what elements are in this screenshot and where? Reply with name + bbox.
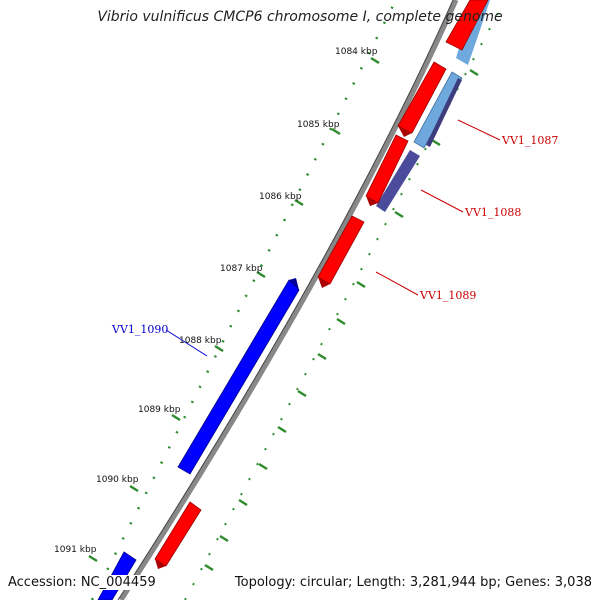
kbp-label: 1086 kbp bbox=[259, 192, 302, 202]
genome-backbone bbox=[118, 0, 459, 600]
leader-line-vv1-1087 bbox=[457, 119, 501, 141]
kbp-label: 1085 kbp bbox=[297, 120, 340, 130]
accession-text: Accession: NC_004459 bbox=[6, 575, 158, 590]
inner-ruler-dots bbox=[90, 0, 398, 600]
gene-vv1-1087[interactable] bbox=[397, 61, 447, 137]
kbp-label: 1088 kbp bbox=[179, 336, 222, 346]
gene-label-vv1-1088[interactable]: VV1_1088 bbox=[464, 206, 521, 219]
leader-line-vv1-1088 bbox=[420, 189, 464, 213]
gene-vv1-1090[interactable] bbox=[177, 278, 300, 475]
forward-gene-bottom bbox=[154, 501, 202, 569]
outer-ruler-dots bbox=[184, 0, 506, 600]
genome-backbone-highlight bbox=[117, 0, 454, 600]
kbp-label: 1089 kbp bbox=[138, 405, 181, 415]
gene-vv1-1089[interactable] bbox=[317, 215, 365, 288]
gene-label-vv1-1090[interactable]: VV1_1090 bbox=[111, 323, 168, 336]
forward-gene-top bbox=[445, 0, 489, 51]
leader-line-vv1-1090 bbox=[165, 329, 208, 357]
topology-text: Topology: circular; Length: 3,281,944 bp… bbox=[232, 575, 594, 590]
kbp-label: 1091 kbp bbox=[54, 545, 97, 555]
kbp-label: 1090 kbp bbox=[96, 475, 139, 485]
gene-label-vv1-1087[interactable]: VV1_1087 bbox=[501, 134, 558, 147]
kbp-label: 1084 kbp bbox=[335, 47, 378, 57]
gene-vv1-1088[interactable] bbox=[365, 134, 409, 206]
kbp-label: 1087 kbp bbox=[220, 264, 263, 274]
map-title: Vibrio vulnificus CMCP6 chromosome I, co… bbox=[97, 9, 503, 25]
outer-ticks bbox=[204, 68, 479, 572]
kbp-ticks bbox=[88, 56, 380, 563]
gene-label-vv1-1089[interactable]: VV1_1089 bbox=[419, 289, 476, 302]
cds-track-light bbox=[376, 0, 490, 212]
leader-line-vv1-1089 bbox=[375, 271, 419, 296]
